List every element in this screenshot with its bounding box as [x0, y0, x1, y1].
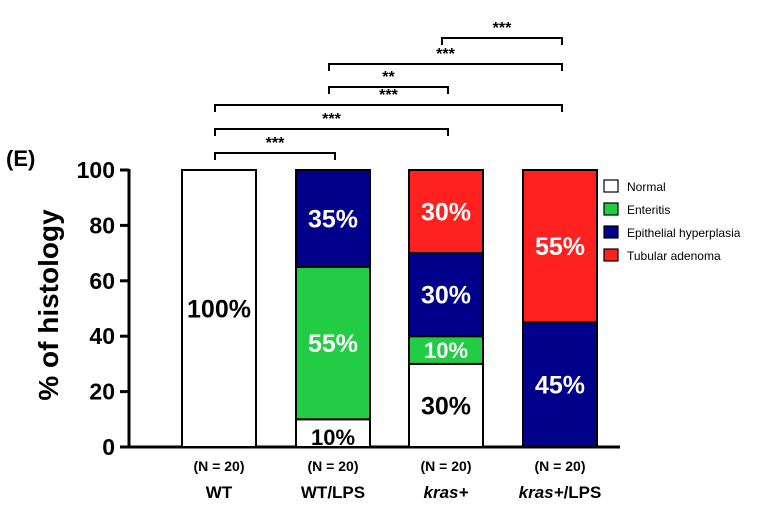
significance-bracket [328, 86, 449, 94]
bar-segment-epithelial-hyperplasia [408, 252, 484, 338]
bar-segment-tubular-adenoma [522, 169, 598, 324]
legend-label: Normal [627, 180, 666, 194]
category-label: WT [206, 483, 233, 502]
y-tick-label: 40 [89, 323, 115, 349]
significance-label: *** [379, 87, 398, 104]
significance-bracket [441, 37, 563, 45]
panel-label: (E) [6, 146, 35, 171]
data-label: 30% [421, 282, 471, 310]
data-label: 55% [535, 233, 585, 261]
data-label: 45% [535, 372, 585, 400]
n-label: (N = 20) [194, 458, 245, 474]
significance-label: *** [436, 46, 455, 63]
category-label: WT/LPS [301, 483, 365, 502]
y-tick-label: 20 [89, 379, 115, 405]
category-label: kras+ [424, 483, 469, 502]
y-tick-label: 80 [89, 212, 115, 238]
y-tick-label: 0 [102, 434, 115, 460]
legend-swatch [603, 248, 619, 262]
significance-bracket [214, 152, 336, 160]
legend-label: Enteritis [627, 203, 670, 217]
bar-segment-enteritis [408, 335, 484, 365]
significance-brackets: ***************** [214, 20, 563, 160]
x-axis-labels: (N = 20) WT (N = 20) WT/LPS (N = 20) kras+ (N … [194, 458, 602, 502]
significance-label: *** [322, 111, 341, 128]
legend-label: Tubular adenoma [627, 249, 721, 263]
bar-segment-normal [181, 169, 257, 448]
bar-segment-epithelial-hyperplasia [295, 169, 371, 268]
n-label: (N = 20) [535, 458, 586, 474]
significance-bracket [214, 128, 449, 136]
bar-segment-tubular-adenoma [408, 169, 484, 255]
data-label: 10% [311, 425, 355, 450]
y-tick-label: 100 [77, 157, 115, 183]
legend-label: Epithelial hyperplasia [627, 226, 741, 240]
data-label: 55% [308, 330, 358, 358]
significance-label: *** [266, 135, 285, 152]
significance-bracket [214, 104, 563, 112]
y-tick-label: 60 [89, 268, 115, 294]
significance-label: *** [493, 20, 512, 37]
data-label: 35% [308, 205, 358, 233]
data-label: 30% [421, 392, 471, 420]
n-label: (N = 20) [421, 458, 472, 474]
significance-label: ** [382, 69, 395, 86]
legend: Normal Enteritis Epithelial hyperplasia Tub… [603, 179, 741, 263]
significance-bracket [328, 63, 563, 71]
data-label: 10% [424, 338, 468, 363]
data-label: 30% [421, 199, 471, 227]
data-label: 100% [187, 296, 251, 324]
n-label: (N = 20) [308, 458, 359, 474]
legend-swatch [603, 225, 619, 239]
y-axis-label: % of histology [33, 209, 64, 401]
legend-swatch [603, 179, 619, 193]
bars: 100% 10% 55% 35% 30% 10% 30% 30% 45% 55% [181, 169, 598, 450]
bar-segment-enteritis [295, 265, 371, 421]
category-label: kras+/LPS [519, 483, 602, 502]
legend-swatch [603, 202, 619, 216]
bar-segment-normal [295, 418, 371, 448]
